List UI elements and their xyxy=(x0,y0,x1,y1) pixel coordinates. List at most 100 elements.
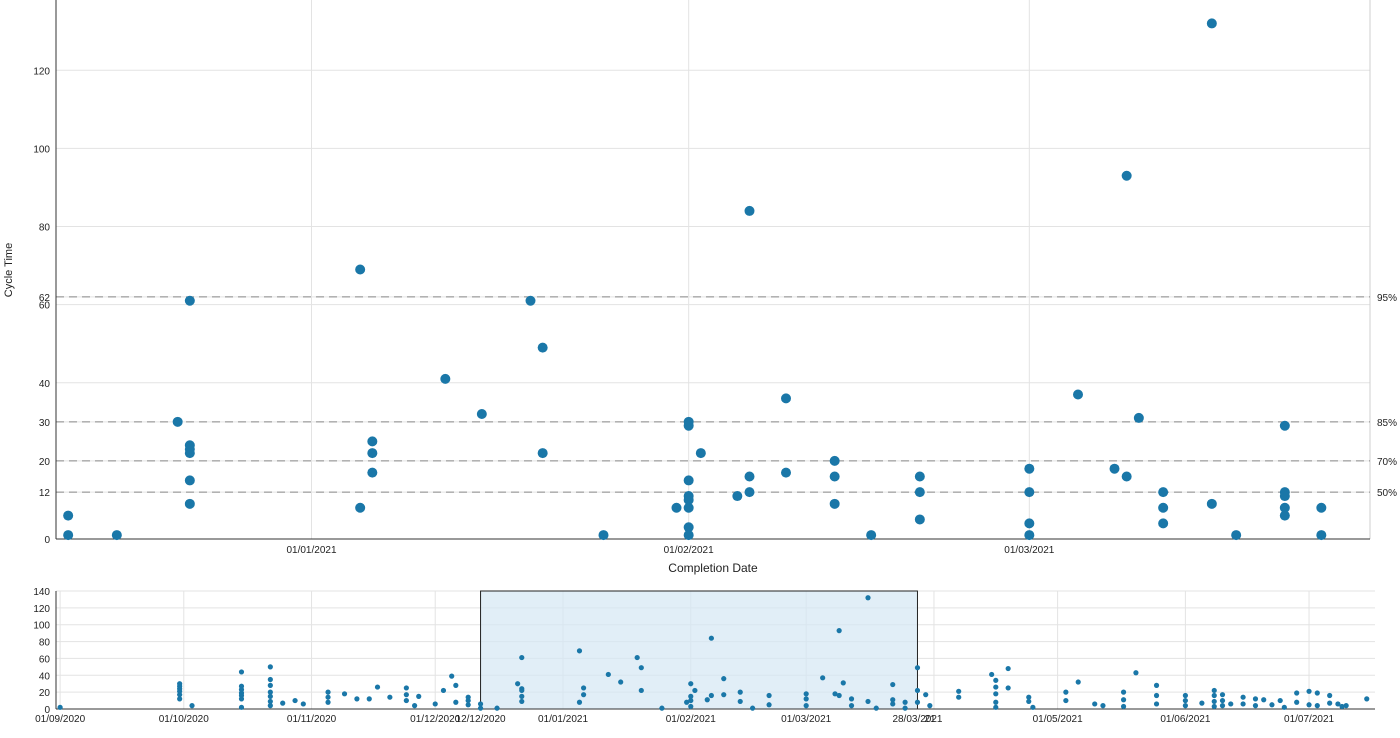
data-point xyxy=(184,498,195,509)
nav-data-point xyxy=(1306,688,1312,694)
data-point xyxy=(744,205,755,216)
nav-data-point xyxy=(267,682,273,689)
nav-data-point xyxy=(1294,699,1300,705)
data-point xyxy=(1231,530,1242,541)
nav-data-point xyxy=(688,703,694,710)
nav-data-point xyxy=(708,692,714,699)
data-point xyxy=(1206,18,1217,29)
nav-data-point xyxy=(1182,697,1188,704)
nav-x-tick-label: 01/05/2021 xyxy=(1033,714,1083,725)
nav-data-point xyxy=(832,691,838,697)
nav-data-point xyxy=(1335,701,1341,707)
data-point xyxy=(537,342,548,353)
y-axis-label: Cycle Time xyxy=(3,243,15,297)
navigator-axes: 0 20 40 60 80 100 120 140 01/09/2020 01/10/2020 01… xyxy=(33,587,1375,725)
data-point xyxy=(537,448,548,459)
nav-data-point xyxy=(325,699,331,705)
nav-data-point xyxy=(1005,665,1011,672)
nav-data-point xyxy=(449,673,455,679)
nav-data-point xyxy=(387,694,393,700)
nav-data-point xyxy=(1153,701,1160,707)
nav-data-point xyxy=(416,693,422,699)
navigator-selection-window[interactable] xyxy=(480,590,918,710)
nav-data-point xyxy=(465,702,471,708)
nav-data-point xyxy=(1182,692,1188,699)
nav-data-point xyxy=(1005,685,1011,691)
nav-data-point xyxy=(1026,694,1032,700)
percentile-label: 50% xyxy=(1377,488,1397,499)
nav-data-point xyxy=(1219,703,1226,709)
data-point xyxy=(829,455,840,466)
data-point xyxy=(1279,502,1290,513)
data-point xyxy=(1206,498,1217,509)
nav-data-point xyxy=(325,694,331,700)
data-point xyxy=(781,467,791,478)
percentile-label: 95% xyxy=(1377,293,1397,304)
data-point xyxy=(172,416,183,427)
nav-data-point xyxy=(766,692,772,699)
nav-data-point xyxy=(1327,700,1333,706)
data-point xyxy=(1316,502,1327,513)
nav-data-point xyxy=(1030,704,1036,710)
nav-data-point xyxy=(1026,698,1032,705)
y-tick-label: 60 xyxy=(39,301,51,312)
nav-data-point xyxy=(1343,703,1349,709)
nav-data-point xyxy=(836,692,842,699)
nav-data-point xyxy=(1219,697,1226,704)
nav-data-point xyxy=(1252,696,1259,702)
nav-data-point xyxy=(803,691,809,697)
nav-data-point xyxy=(927,703,933,709)
nav-data-point xyxy=(923,692,929,698)
data-point xyxy=(184,448,195,459)
data-point xyxy=(1158,487,1169,498)
x-tick-label: 01/01/2021 xyxy=(286,545,336,556)
nav-data-point xyxy=(1364,696,1370,702)
nav-data-point xyxy=(865,595,871,601)
data-point xyxy=(1024,518,1035,529)
nav-data-point xyxy=(1153,682,1160,689)
nav-data-point xyxy=(267,689,273,695)
nav-data-point xyxy=(238,696,245,702)
data-point xyxy=(744,471,755,482)
nav-data-point xyxy=(403,692,409,698)
nav-data-point xyxy=(267,693,273,699)
nav-data-point xyxy=(403,685,409,691)
nav-data-point xyxy=(515,681,521,687)
nav-data-point xyxy=(519,687,525,694)
data-point xyxy=(1279,510,1290,521)
nav-data-point xyxy=(189,703,195,709)
nav-data-point xyxy=(989,671,995,678)
nav-data-point xyxy=(721,676,727,682)
nav-data-point xyxy=(267,698,273,705)
nav-data-point xyxy=(1228,701,1234,707)
nav-x-tick-label: 21 xyxy=(924,714,936,725)
nav-data-point xyxy=(366,696,372,702)
nav-data-point xyxy=(1306,702,1312,708)
nav-data-point xyxy=(453,699,459,705)
nav-data-point xyxy=(1281,704,1287,710)
nav-data-point xyxy=(1211,703,1217,710)
percentile-label: 70% xyxy=(1377,457,1397,468)
data-point xyxy=(683,475,694,486)
nav-data-point xyxy=(519,698,525,705)
data-point xyxy=(695,448,706,459)
nav-x-tick-label: 12/12/2020 xyxy=(456,714,506,725)
nav-data-point xyxy=(1133,670,1139,676)
nav-data-point xyxy=(519,693,525,699)
nav-x-tick-label: 01/06/2021 xyxy=(1160,714,1210,725)
nav-data-point xyxy=(993,704,999,710)
data-point xyxy=(367,448,378,459)
y-tick-label: 40 xyxy=(39,379,51,390)
nav-data-point xyxy=(300,701,306,707)
nav-data-point xyxy=(848,703,855,709)
nav-data-point xyxy=(993,699,999,705)
y-tick-label: 30 xyxy=(39,418,51,429)
nav-data-point xyxy=(803,696,809,702)
data-point xyxy=(355,502,366,513)
nav-data-point xyxy=(576,699,583,705)
data-point xyxy=(184,295,195,306)
data-point xyxy=(744,487,755,498)
data-point xyxy=(781,393,791,404)
nav-data-point xyxy=(453,682,459,689)
